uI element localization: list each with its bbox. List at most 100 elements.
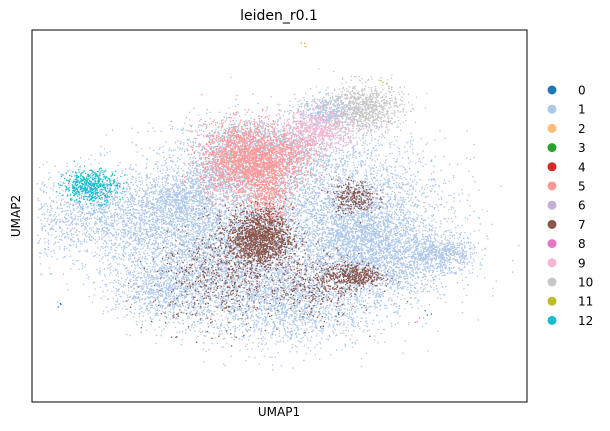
cluster-1-point [49,211,51,213]
cluster-1-point [123,210,125,212]
cluster-1-point [145,210,147,212]
cluster-1-point [226,119,228,121]
cluster-1-point [50,214,52,216]
cluster-1-point [141,215,143,217]
cluster-1-point [188,153,190,155]
cluster-1-point [58,241,60,243]
cluster-1-point [177,230,179,232]
cluster-1-point [187,221,189,223]
cluster-1-point [104,231,106,233]
cluster-1-point [39,252,41,254]
cluster-1-point [174,170,176,172]
cluster-1-point [109,274,111,276]
cluster-1-point [165,222,167,224]
cluster-1-point [181,168,183,170]
cluster-1-point [122,224,124,226]
cluster-1-point [153,234,155,236]
cluster-1-point [136,233,138,235]
cluster-1-point [130,243,132,245]
cluster-1-point [41,223,43,225]
cluster-1-point [189,125,191,127]
cluster-1-point [123,199,125,201]
cluster-1-point [167,216,169,218]
cluster-1-point [198,242,200,244]
cluster-1-point [262,131,264,133]
cluster-1-point [106,134,108,136]
cluster-1-point [96,209,98,211]
cluster-1-point [144,196,146,198]
cluster-1-point [187,229,189,231]
cluster-1-point [76,224,78,226]
cluster-1-point [67,289,69,291]
cluster-1-point [140,248,142,250]
cluster-1-point [112,129,114,131]
cluster-1-point [106,243,108,245]
cluster-1-point [252,145,254,147]
cluster-1-point [64,221,66,223]
cluster-1-point [192,167,194,169]
cluster-1-point [258,329,260,331]
cluster-1-point [61,231,63,233]
cluster-1-point [79,205,81,207]
cluster-1-point [151,235,153,237]
cluster-1-point [202,260,204,262]
cluster-1-point [114,221,116,223]
cluster-1-point [269,140,271,142]
cluster-1-point [128,259,130,261]
cluster-1-point [310,183,312,185]
cluster-1-point [113,228,115,230]
cluster-1-point [57,219,59,221]
cluster-1-point [180,141,182,143]
cluster-1-point [211,130,213,132]
cluster-1-point [98,228,100,230]
cluster-1-point [189,112,191,114]
cluster-1-point [79,250,81,252]
cluster-1-point [206,227,208,229]
chart-title: leiden_r0.1 [240,8,318,24]
cluster-1-point [107,268,109,270]
cluster-1-point [95,218,97,220]
cluster-1-point [190,161,192,163]
cluster-1-point [120,192,122,194]
cluster-1-point [215,201,217,203]
cluster-1-point [136,221,138,223]
cluster-1-point [46,203,48,205]
cluster-1-point [152,127,154,129]
cluster-1-point [288,113,290,115]
cluster-1-point [61,240,63,242]
cluster-1-point [57,259,59,261]
cluster-1-point [182,217,184,219]
cluster-1-point [180,147,182,149]
cluster-1-point [148,122,150,124]
cluster-1-point [203,250,205,252]
cluster-1-point [203,135,205,137]
cluster-1-point [48,246,50,248]
cluster-1-point [104,223,106,225]
cluster-1-point [65,190,67,192]
cluster-1-point [85,228,87,230]
cluster-1-point [279,202,281,204]
cluster-1-point [126,207,128,209]
cluster-1-point [150,270,152,272]
cluster-1-point [146,185,148,187]
cluster-1-point [271,137,273,139]
cluster-1-point [152,230,154,232]
cluster-1-point [383,135,385,137]
cluster-1-point [202,147,204,149]
cluster-1-point [129,228,131,230]
cluster-1-point [168,261,170,263]
cluster-1-point [193,253,195,255]
cluster-1-point [132,176,134,178]
cluster-1-point [106,218,108,220]
cluster-1-point [64,256,66,258]
cluster-1-point [179,287,181,289]
cluster-1-point [44,184,46,186]
cluster-1-point [56,236,58,238]
cluster-1-point [368,165,370,167]
cluster-1-point [224,239,226,241]
cluster-1-point [129,256,131,258]
cluster-1-point [60,239,62,241]
cluster-1-point [86,176,88,178]
cluster-1-point [305,227,307,229]
cluster-1-point [156,249,158,251]
